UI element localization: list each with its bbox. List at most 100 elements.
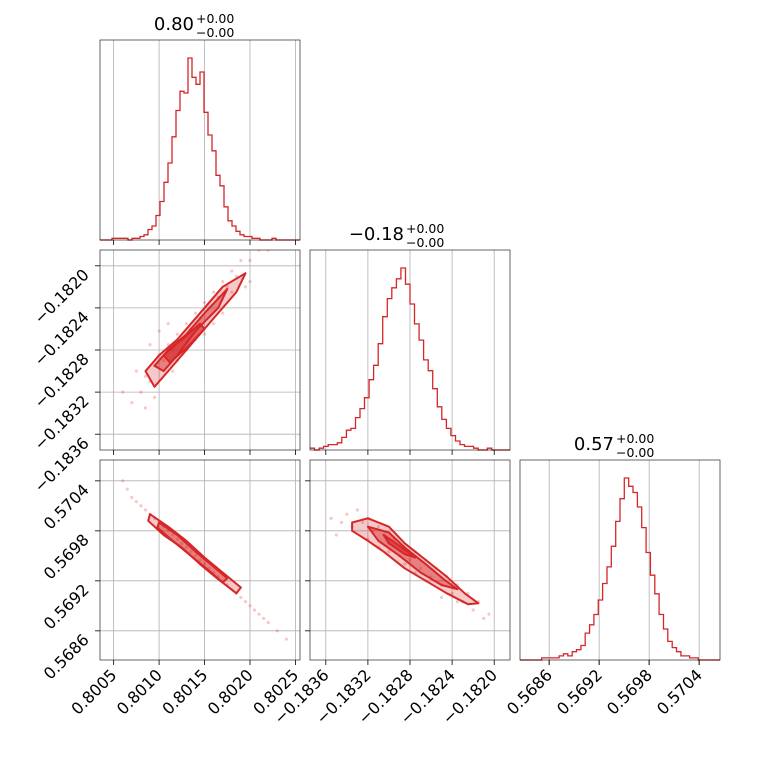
pair-panel-2-1	[309, 459, 511, 661]
x-tick-label: 0.8020	[204, 665, 257, 718]
sample-point	[175, 537, 179, 541]
param-title-plus-0: +0.00	[196, 11, 234, 26]
sample-point	[148, 343, 152, 347]
sample-point	[139, 390, 143, 394]
pair-content	[121, 479, 288, 641]
sample-point	[193, 554, 198, 558]
sample-point	[455, 600, 459, 604]
sample-point	[387, 550, 391, 554]
sample-point	[202, 332, 207, 336]
sample-point	[376, 525, 381, 529]
contour-line	[366, 525, 459, 591]
sample-point	[202, 301, 207, 305]
sample-point	[125, 487, 129, 491]
sample-point	[408, 558, 412, 562]
sample-point	[130, 495, 134, 500]
sample-point	[239, 595, 243, 600]
sample-point	[275, 629, 279, 633]
sample-point	[180, 541, 184, 545]
pair-content	[121, 250, 270, 410]
param-title-0: 0.80	[154, 14, 194, 35]
pair-panel-2-0	[99, 459, 301, 661]
sample-point	[225, 285, 229, 289]
param-title-2: 0.57	[574, 434, 614, 455]
sample-point	[248, 604, 252, 608]
sample-point	[230, 290, 234, 294]
sample-point	[139, 504, 143, 508]
sample-point	[329, 516, 333, 520]
sample-point	[487, 612, 491, 616]
x-tick-label: 0.5692	[553, 665, 606, 718]
sample-point	[175, 332, 179, 336]
sample-point	[212, 290, 216, 294]
x-tick-label: 0.5686	[503, 665, 556, 718]
contour-line	[156, 521, 229, 584]
sample-point	[134, 500, 138, 504]
contour-fill	[148, 514, 241, 594]
contour-line	[351, 517, 480, 606]
sample-point	[439, 595, 444, 600]
y-tick-label: 0.5698	[40, 530, 93, 583]
sample-point	[248, 258, 252, 263]
histogram-step	[310, 267, 510, 451]
x-tick-label: 0.8015	[158, 665, 211, 718]
sample-point	[130, 401, 134, 405]
sample-point	[162, 358, 166, 363]
sample-point	[262, 616, 266, 620]
histogram-step	[100, 57, 300, 241]
sample-point	[339, 520, 344, 525]
contour-line	[162, 322, 206, 364]
sample-point	[189, 550, 193, 554]
axes-frame	[99, 39, 301, 241]
contour-fill	[163, 323, 205, 363]
sample-point	[134, 369, 138, 373]
contour-fill	[157, 522, 228, 583]
sample-point	[171, 533, 175, 537]
sample-point	[143, 508, 148, 512]
sample-point	[334, 533, 338, 537]
sample-point	[184, 545, 188, 550]
sample-point	[361, 520, 365, 525]
sample-point	[221, 279, 225, 284]
x-tick-label: 0.5698	[603, 665, 656, 718]
hist-panel-0: 0.80 +0.00−0.00	[99, 11, 301, 245]
sample-point	[184, 322, 188, 326]
pair-panel-1-0	[99, 249, 301, 451]
sample-point	[121, 390, 125, 394]
sample-point	[221, 311, 225, 315]
sample-point	[403, 562, 407, 566]
y-tick-label: 0.5692	[40, 580, 93, 633]
sample-point	[252, 608, 257, 612]
axes-frame	[99, 459, 301, 661]
sample-point	[450, 591, 454, 595]
sample-point	[243, 600, 248, 604]
param-title-plus-2: +0.00	[616, 431, 654, 446]
sample-point	[266, 620, 270, 625]
sample-point	[212, 322, 216, 326]
sample-point	[157, 329, 161, 333]
sample-point	[193, 311, 198, 315]
x-tick-label: 0.8005	[67, 665, 120, 718]
sample-point	[482, 616, 486, 620]
sample-point	[143, 374, 148, 378]
contour-line	[382, 534, 417, 559]
sample-point	[243, 285, 248, 289]
hist-panel-2: 0.57 +0.00−0.00	[519, 431, 721, 665]
sample-point	[202, 562, 207, 566]
hist-panel-1: −0.18 +0.00−0.00	[309, 221, 511, 455]
sample-point	[230, 269, 234, 273]
param-title-minus-0: −0.00	[196, 25, 234, 40]
sample-point	[355, 508, 359, 512]
histogram-step	[520, 477, 720, 661]
sample-point	[239, 258, 243, 263]
sample-point	[257, 612, 261, 616]
sample-point	[284, 637, 288, 641]
contour-line	[144, 272, 247, 388]
sample-point	[345, 512, 349, 516]
sample-point	[418, 566, 423, 570]
sample-point	[471, 608, 475, 612]
sample-point	[121, 479, 125, 483]
param-title-1: −0.18	[349, 224, 404, 245]
x-tick-label: 0.8010	[113, 665, 166, 718]
